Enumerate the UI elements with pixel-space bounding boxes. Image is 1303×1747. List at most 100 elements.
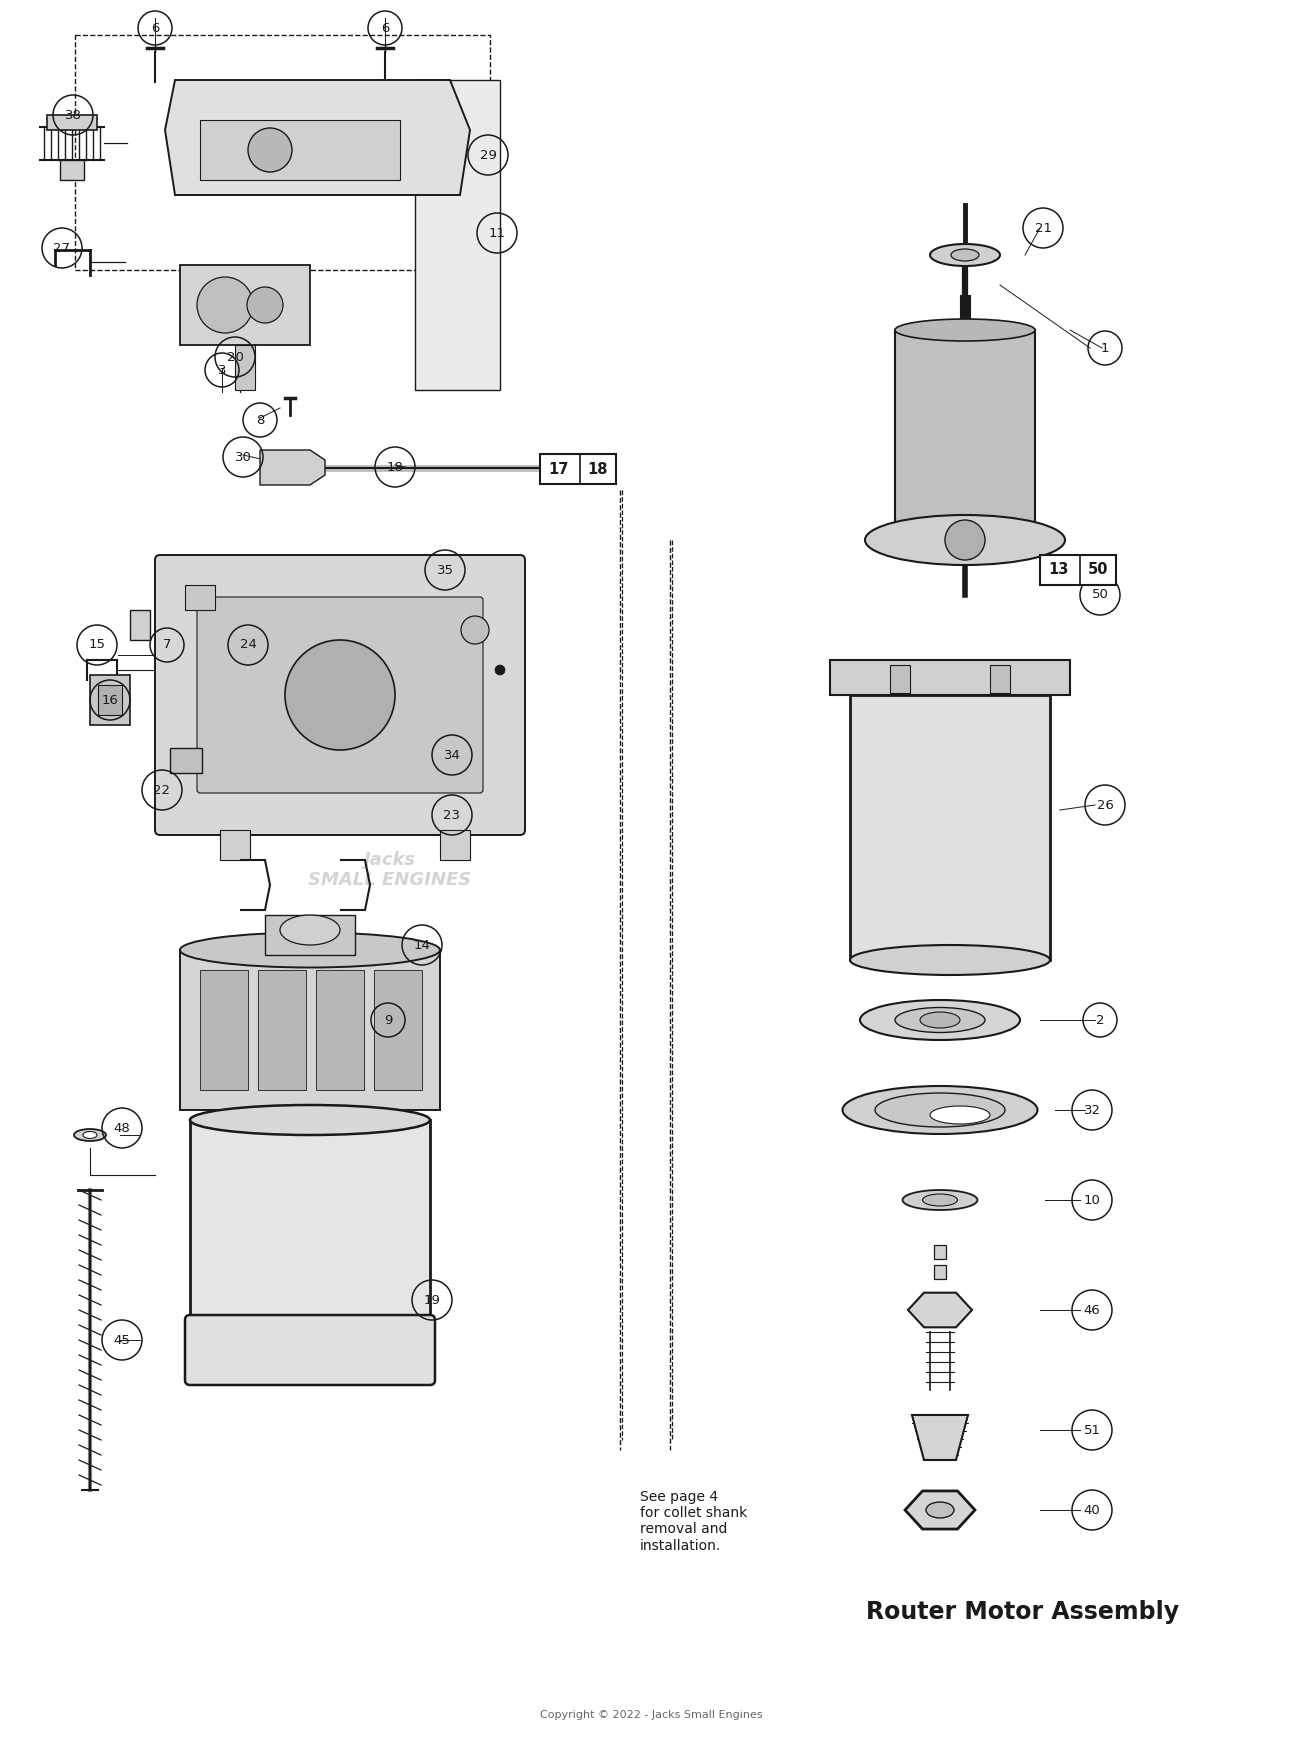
Circle shape [495,666,506,674]
Text: 8: 8 [255,414,265,426]
Polygon shape [130,610,150,639]
Bar [830,660,1070,695]
Text: 21: 21 [1035,222,1052,234]
Text: 26: 26 [1097,798,1114,812]
Text: 11: 11 [489,227,506,239]
Bar [1040,556,1115,585]
Bar [850,695,1050,961]
Text: 15: 15 [89,638,106,652]
Ellipse shape [83,1132,96,1139]
Text: 19: 19 [423,1293,440,1307]
Circle shape [197,278,253,334]
Bar [199,970,248,1090]
Text: 6: 6 [151,21,159,35]
Bar [317,970,364,1090]
Ellipse shape [895,320,1035,341]
Bar [539,454,616,484]
Ellipse shape [280,915,340,945]
Text: 40: 40 [1084,1504,1100,1516]
Text: 30: 30 [235,451,251,463]
Bar [934,1265,946,1279]
Ellipse shape [190,1106,430,1136]
Bar [414,80,500,390]
Ellipse shape [860,999,1020,1039]
Bar [180,266,310,344]
Circle shape [248,287,283,323]
Text: 17: 17 [549,461,569,477]
Circle shape [248,128,292,171]
Circle shape [461,617,489,645]
Text: 16: 16 [102,694,119,706]
Ellipse shape [850,945,1050,975]
Ellipse shape [876,1094,1005,1127]
Ellipse shape [903,1190,977,1211]
Bar [180,950,440,1109]
FancyBboxPatch shape [185,1315,435,1385]
Text: See page 4
for collet shank
removal and
installation.: See page 4 for collet shank removal and … [640,1490,747,1553]
Bar [895,330,1035,540]
Bar [169,748,202,772]
Polygon shape [908,1293,972,1328]
Text: 18: 18 [588,461,609,477]
Bar [185,585,215,610]
Text: 32: 32 [1084,1104,1101,1116]
Ellipse shape [74,1129,106,1141]
Text: 3: 3 [218,363,227,377]
Text: 6: 6 [380,21,390,35]
Text: 27: 27 [53,241,70,255]
Text: 7: 7 [163,638,171,652]
Bar [190,1120,430,1359]
Ellipse shape [920,1012,960,1027]
Bar [90,674,130,725]
Text: 38: 38 [65,108,81,122]
Text: 20: 20 [227,351,244,363]
Bar [890,666,909,694]
Text: 10: 10 [1084,1193,1101,1207]
Circle shape [285,639,395,749]
Ellipse shape [180,933,440,968]
Ellipse shape [926,1502,954,1518]
Text: 9: 9 [384,1013,392,1027]
Text: 22: 22 [154,783,171,797]
Bar [265,915,354,956]
Text: 45: 45 [113,1333,130,1347]
Ellipse shape [930,1106,990,1123]
Bar [47,115,96,129]
Text: 29: 29 [480,148,496,161]
Bar [199,121,400,180]
FancyBboxPatch shape [197,597,483,793]
Bar [990,666,1010,694]
Text: 35: 35 [437,564,453,577]
Text: 48: 48 [113,1122,130,1134]
Bar [440,830,470,860]
Polygon shape [906,1490,975,1529]
Text: 34: 34 [443,748,460,762]
Text: 46: 46 [1084,1303,1100,1317]
Polygon shape [165,80,470,196]
Text: 14: 14 [413,938,430,952]
Bar [98,685,122,715]
Bar [220,830,250,860]
Ellipse shape [930,245,999,266]
Ellipse shape [923,1193,958,1205]
Text: 50: 50 [1088,563,1108,578]
FancyBboxPatch shape [155,556,525,835]
Text: 18: 18 [387,461,404,473]
Bar [235,344,255,390]
Text: 2: 2 [1096,1013,1104,1027]
Ellipse shape [895,1008,985,1032]
Text: 50: 50 [1092,589,1109,601]
Text: 13: 13 [1049,563,1070,578]
Ellipse shape [951,250,979,260]
Polygon shape [912,1415,968,1460]
Text: Router Motor Assembly: Router Motor Assembly [866,1600,1179,1625]
Text: 23: 23 [443,809,460,821]
Bar [60,161,83,180]
Bar [76,35,490,271]
Text: Jacks
SMALL ENGINES: Jacks SMALL ENGINES [309,851,472,889]
Ellipse shape [843,1087,1037,1134]
Polygon shape [261,451,324,486]
Circle shape [945,521,985,561]
Bar [374,970,422,1090]
Ellipse shape [865,515,1065,564]
